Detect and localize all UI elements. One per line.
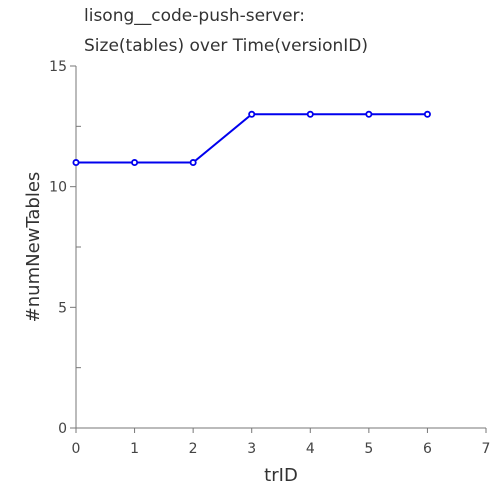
chart-title-line-1: lisong__code-push-server: [84,6,305,26]
x-tick-label: 6 [423,441,432,457]
chart-title: lisong__code-push-server: Size(tables) o… [84,6,368,56]
y-ticks: 0 5 10 15 [49,59,81,437]
x-tick-label: 4 [306,441,315,457]
x-tick-label: 0 [72,441,81,457]
x-tick-label: 3 [247,441,256,457]
data-point [423,110,431,118]
x-tick-label: 5 [364,441,373,457]
series-layer [72,110,431,167]
data-point [365,110,373,118]
data-point [189,159,197,167]
data-point [131,159,139,167]
y-tick-label: 5 [58,300,67,316]
y-tick-label: 15 [49,59,67,75]
series-line [76,113,428,164]
y-tick-label: 0 [58,421,67,437]
axes [75,66,486,429]
y-tick-label: 10 [49,180,67,196]
y-axis-label: #numNewTables [23,172,44,323]
x-tick-label: 1 [130,441,139,457]
chart-title-line-2: Size(tables) over Time(versionID) [84,36,368,56]
data-point [72,159,80,167]
data-point [306,110,314,118]
x-axis-label: trID [264,465,298,486]
x-tick-label: 2 [189,441,198,457]
x-ticks: 0 1 2 3 4 5 6 7 [72,428,491,457]
data-point [248,110,256,118]
x-tick-label: 7 [482,441,491,457]
